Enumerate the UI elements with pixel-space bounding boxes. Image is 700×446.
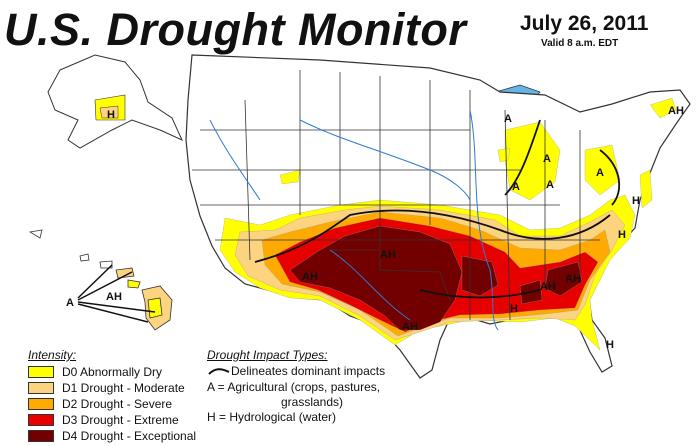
legend-item-d2: D2 Drought - Severe xyxy=(28,397,172,411)
impact-agricultural: A = Agricultural (crops, pastures, xyxy=(207,380,381,394)
hawaii-leader-lines xyxy=(77,264,156,323)
hawaii-islands xyxy=(79,253,173,331)
legend-label: D0 Abnormally Dry xyxy=(62,365,163,379)
label-ne-ah: AH xyxy=(668,105,684,117)
impact-line-icon xyxy=(208,368,230,375)
label-midatl-h: H xyxy=(632,195,640,207)
label-alaska-h: H xyxy=(107,109,115,121)
state-borders xyxy=(192,70,600,321)
legend-item-d3: D3 Drought - Extreme xyxy=(28,413,179,427)
legend-label: D3 Drought - Extreme xyxy=(62,413,179,427)
impact-hydrological: H = Hydrological (water) xyxy=(207,410,337,424)
page-title: U.S. Drought Monitor xyxy=(4,4,467,55)
legend-label: D2 Drought - Severe xyxy=(62,397,173,411)
alaska-d1 xyxy=(99,105,119,119)
legend-item-d1: D1 Drought - Moderate xyxy=(28,381,185,395)
island xyxy=(28,229,43,239)
label-il-a: A xyxy=(512,181,520,193)
legend-swatch xyxy=(28,398,54,410)
label-gulf-h: H xyxy=(510,303,518,315)
legend-swatch xyxy=(28,382,54,394)
label-se-ah: AH xyxy=(540,281,556,293)
legend-swatch xyxy=(28,430,54,442)
rivers xyxy=(209,109,499,331)
label-northeast-a: A xyxy=(596,167,604,179)
label-wi-a: A xyxy=(504,113,512,125)
label-se-ah2: AH xyxy=(565,273,581,285)
intensity-title: Intensity: xyxy=(28,348,77,362)
label-south-ah: AH xyxy=(380,249,396,261)
legend-swatch xyxy=(28,414,54,426)
label-ohio-a: A xyxy=(546,179,554,191)
label-hawaii-a: A xyxy=(66,297,74,309)
label-texas-ah: AH xyxy=(402,321,418,333)
impacts-title: Drought Impact Types: xyxy=(207,348,328,362)
label-nc-h: H xyxy=(618,229,626,241)
legend-item-d4: D4 Drought - Exceptional xyxy=(28,429,196,443)
impact-line-label: Delineates dominant impacts xyxy=(231,364,386,378)
legend-item-d0: D0 Abnormally Dry xyxy=(28,365,162,379)
label-sw-ah: AH xyxy=(302,271,318,283)
label-hawaii-ah: AH xyxy=(106,291,122,303)
legend-label: D1 Drought - Moderate xyxy=(62,381,185,395)
map-date: July 26, 2011 xyxy=(520,12,649,35)
impact-agricultural-cont: grasslands) xyxy=(281,395,344,409)
valid-time: Valid 8 a.m. EDT xyxy=(541,38,619,49)
label-florida-h: H xyxy=(606,339,614,351)
impact-lines xyxy=(254,119,621,299)
legend-label: D4 Drought - Exceptional xyxy=(62,429,197,443)
legend-swatch xyxy=(28,366,54,378)
label-mi-a: A xyxy=(543,153,551,165)
